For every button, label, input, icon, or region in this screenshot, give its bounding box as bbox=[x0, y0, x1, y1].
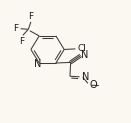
Text: N: N bbox=[81, 50, 89, 60]
Text: N: N bbox=[34, 59, 41, 69]
Text: O: O bbox=[90, 80, 97, 90]
Text: N: N bbox=[81, 72, 89, 82]
Text: F: F bbox=[28, 12, 33, 21]
Text: Cl: Cl bbox=[77, 44, 86, 53]
Text: F: F bbox=[14, 24, 19, 33]
Text: F: F bbox=[19, 37, 24, 46]
